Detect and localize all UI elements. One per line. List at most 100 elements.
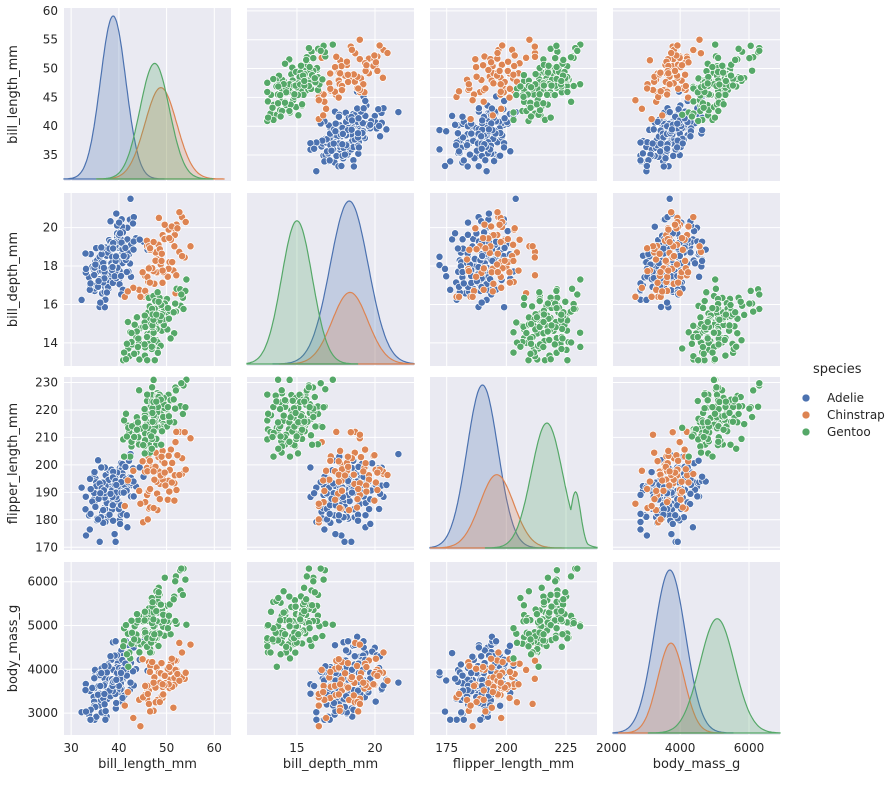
scatter-point-chinstrap [659, 486, 668, 495]
scatter-point-chinstrap [665, 467, 674, 476]
scatter-point-gentoo [276, 91, 285, 100]
scatter-point-adelie [96, 682, 105, 690]
scatter-point-adelie [112, 481, 121, 489]
scatter-point-gentoo [160, 573, 169, 582]
scatter-point-adelie [320, 525, 329, 534]
scatter-point-chinstrap [661, 256, 670, 265]
scatter-point-chinstrap [175, 676, 184, 685]
scatter-point-adelie [667, 530, 676, 539]
scatter-point-adelie [116, 229, 125, 238]
scatter-point-adelie [487, 104, 496, 113]
scatter-point-chinstrap [479, 234, 488, 243]
scatter-point-chinstrap [157, 256, 166, 265]
scatter-point-gentoo [276, 432, 285, 441]
scatter-point-chinstrap [314, 96, 323, 105]
scatter-point-gentoo [309, 54, 318, 63]
scatter-point-gentoo [264, 621, 273, 630]
scatter-point-chinstrap [671, 66, 679, 75]
scatter-point-gentoo [708, 348, 717, 357]
scatter-point-adelie [636, 509, 645, 518]
scatter-point-gentoo [709, 328, 718, 337]
scatter-point-chinstrap [678, 61, 686, 70]
scatter-point-chinstrap [346, 428, 355, 437]
scatter-point-gentoo [291, 648, 300, 657]
legend-marker-gentoo [801, 427, 811, 437]
scatter-point-adelie [329, 139, 338, 148]
scatter-point-chinstrap [344, 683, 353, 692]
scatter-point-gentoo [552, 41, 561, 50]
scatter-point-adelie [446, 285, 455, 294]
scatter-point-adelie [694, 456, 703, 465]
scatter-point-gentoo [543, 299, 552, 308]
scatter-point-gentoo [509, 624, 518, 633]
scatter-point-gentoo [319, 575, 328, 584]
scatter-point-gentoo [264, 409, 273, 418]
scatter-point-adelie [698, 126, 707, 135]
scatter-point-gentoo [727, 71, 735, 80]
panel-body_mass_g-vs-flipper_length_mm [430, 562, 597, 735]
scatter-point-chinstrap [472, 63, 481, 72]
scatter-point-gentoo [163, 624, 172, 633]
scatter-point-adelie [448, 649, 457, 658]
y-tick-label: 18 [43, 259, 58, 273]
scatter-point-gentoo [328, 40, 337, 49]
scatter-point-chinstrap [343, 70, 352, 79]
scatter-point-chinstrap [168, 458, 177, 467]
scatter-point-chinstrap [331, 495, 340, 504]
scatter-point-gentoo [272, 397, 281, 406]
scatter-point-chinstrap [481, 244, 490, 253]
scatter-point-gentoo [318, 75, 327, 84]
scatter-point-chinstrap [136, 292, 145, 301]
scatter-point-adelie [366, 120, 375, 129]
panel-flipper_length_mm-vs-bill_length_mm [64, 375, 231, 550]
scatter-point-gentoo [543, 573, 552, 582]
scatter-point-gentoo [551, 577, 560, 586]
x-tick-label: 40 [111, 741, 126, 755]
scatter-point-adelie [636, 490, 645, 499]
scatter-point-adelie [459, 715, 468, 724]
scatter-point-gentoo [298, 425, 307, 434]
scatter-point-adelie [96, 489, 105, 498]
scatter-point-chinstrap [463, 696, 471, 704]
scatter-point-chinstrap [487, 58, 496, 67]
scatter-point-chinstrap [531, 52, 539, 61]
scatter-point-chinstrap [655, 249, 664, 258]
scatter-point-chinstrap [658, 287, 667, 296]
scatter-point-adelie [94, 515, 102, 524]
scatter-point-gentoo [120, 452, 129, 461]
scatter-point-adelie [312, 715, 321, 724]
scatter-point-gentoo [537, 583, 546, 592]
scatter-point-gentoo [153, 288, 162, 297]
scatter-point-adelie [636, 156, 645, 165]
scatter-point-gentoo [274, 594, 283, 602]
scatter-point-chinstrap [359, 80, 368, 89]
scatter-point-adelie [663, 144, 672, 153]
scatter-point-gentoo [148, 598, 157, 607]
scatter-point-gentoo [718, 61, 727, 70]
scatter-point-gentoo [304, 44, 313, 53]
scatter-point-chinstrap [181, 218, 190, 226]
scatter-point-adelie [441, 707, 449, 716]
scatter-point-adelie [348, 488, 356, 497]
scatter-point-chinstrap [336, 446, 345, 455]
panel-background [247, 193, 414, 366]
scatter-point-gentoo [149, 615, 158, 624]
scatter-point-gentoo [719, 68, 728, 77]
scatter-point-chinstrap [370, 496, 379, 505]
scatter-point-gentoo [725, 408, 734, 417]
scatter-point-adelie [112, 252, 120, 261]
scatter-point-gentoo [545, 336, 554, 344]
y-axis-label: bill_length_mm [6, 45, 21, 144]
scatter-point-gentoo [721, 310, 730, 319]
scatter-point-gentoo [559, 55, 568, 64]
scatter-point-gentoo [749, 386, 758, 395]
scatter-point-adelie [463, 162, 472, 171]
scatter-point-gentoo [714, 53, 723, 62]
scatter-point-chinstrap [479, 686, 488, 695]
scatter-point-gentoo [120, 348, 129, 357]
scatter-point-chinstrap [160, 220, 169, 229]
x-axis-label: bill_depth_mm [283, 757, 378, 772]
scatter-point-adelie [492, 637, 501, 646]
scatter-point-chinstrap [362, 61, 371, 70]
